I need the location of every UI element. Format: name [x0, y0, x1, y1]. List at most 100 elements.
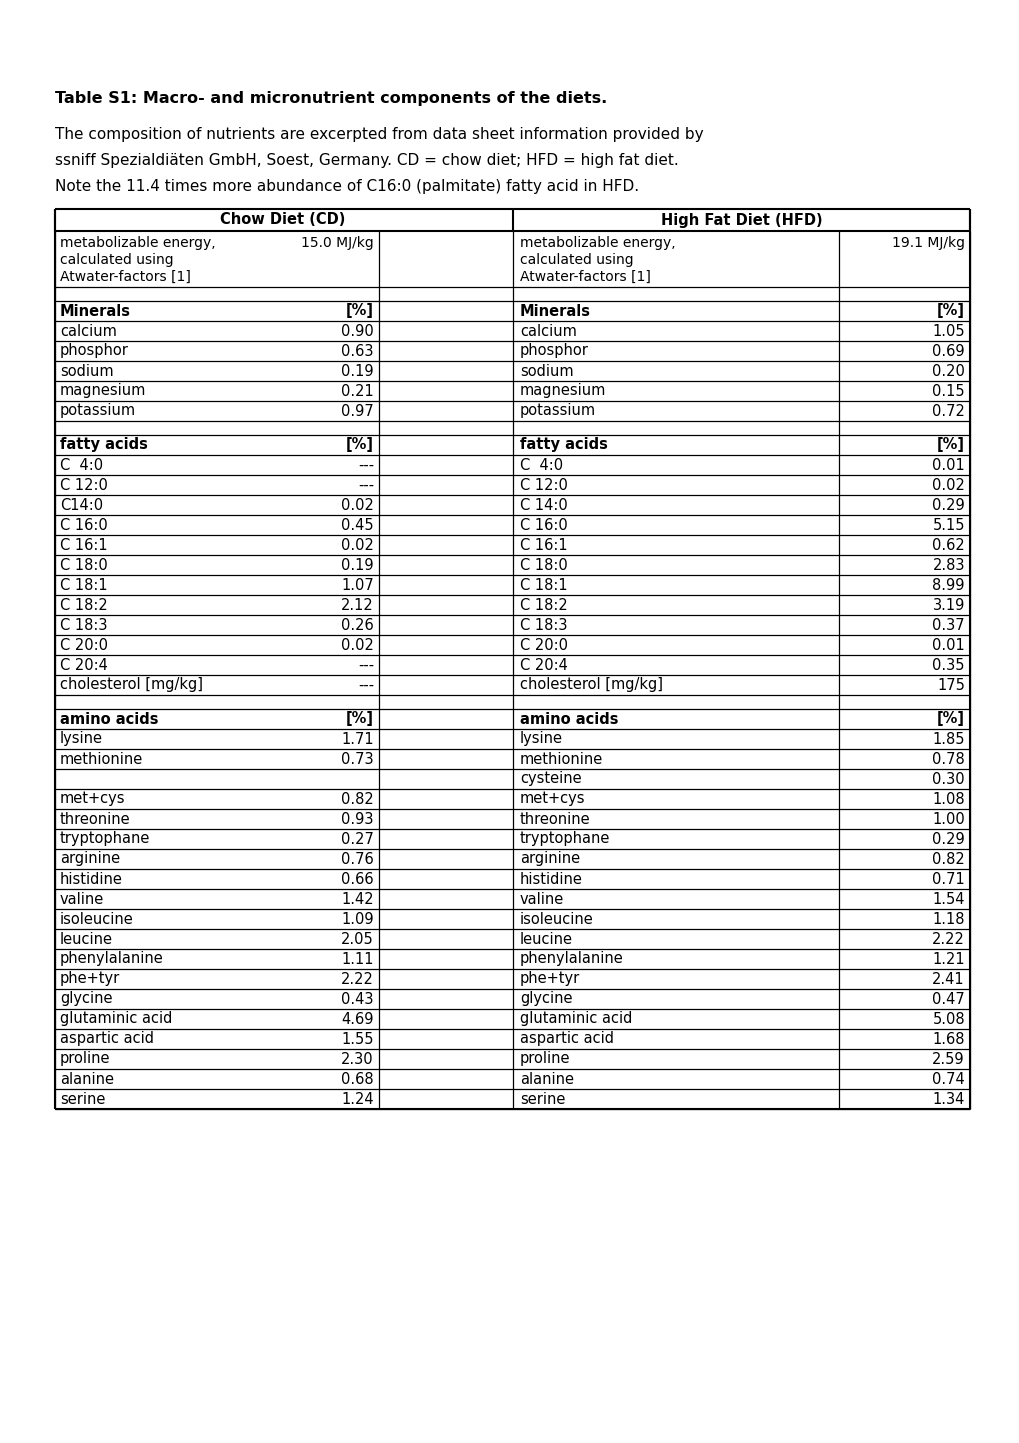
Text: Minerals: Minerals	[60, 303, 130, 319]
Text: Atwater-factors [1]: Atwater-factors [1]	[520, 270, 650, 284]
Text: 0.01: 0.01	[931, 457, 964, 472]
Text: potassium: potassium	[520, 404, 595, 418]
Text: ssniff Spezialdiäten GmbH, Soest, Germany. CD = chow diet; HFD = high fat diet.: ssniff Spezialdiäten GmbH, Soest, German…	[55, 153, 678, 169]
Text: [%]: [%]	[345, 711, 374, 726]
Text: 0.15: 0.15	[931, 384, 964, 398]
Text: 0.29: 0.29	[931, 831, 964, 847]
Text: 0.26: 0.26	[341, 618, 374, 632]
Text: alanine: alanine	[520, 1072, 574, 1087]
Text: 1.18: 1.18	[931, 912, 964, 926]
Text: 19.1 MJ/kg: 19.1 MJ/kg	[892, 237, 964, 250]
Text: 1.05: 1.05	[931, 323, 964, 339]
Text: 1.07: 1.07	[341, 577, 374, 593]
Text: serine: serine	[60, 1091, 105, 1107]
Text: C 18:1: C 18:1	[520, 577, 567, 593]
Text: aspartic acid: aspartic acid	[520, 1032, 613, 1046]
Text: C 18:2: C 18:2	[60, 597, 108, 612]
Text: C 18:0: C 18:0	[60, 557, 108, 573]
Text: cholesterol [mg/kg]: cholesterol [mg/kg]	[520, 678, 662, 693]
Text: met+cys: met+cys	[60, 792, 125, 807]
Text: 0.76: 0.76	[341, 851, 374, 866]
Text: potassium: potassium	[60, 404, 136, 418]
Text: 0.19: 0.19	[341, 557, 374, 573]
Text: Minerals: Minerals	[520, 303, 590, 319]
Text: C 12:0: C 12:0	[520, 478, 568, 492]
Text: 2.22: 2.22	[340, 971, 374, 987]
Text: 8.99: 8.99	[931, 577, 964, 593]
Text: arginine: arginine	[60, 851, 120, 866]
Text: phosphor: phosphor	[520, 343, 588, 358]
Text: Note the 11.4 times more abundance of C16:0 (palmitate) fatty acid in HFD.: Note the 11.4 times more abundance of C1…	[55, 179, 639, 195]
Text: 0.90: 0.90	[341, 323, 374, 339]
Text: proline: proline	[60, 1052, 110, 1066]
Text: threonine: threonine	[520, 811, 590, 827]
Text: 0.21: 0.21	[341, 384, 374, 398]
Text: 0.19: 0.19	[341, 364, 374, 378]
Text: 0.82: 0.82	[931, 851, 964, 866]
Text: 0.63: 0.63	[341, 343, 374, 358]
Text: 0.35: 0.35	[931, 658, 964, 672]
Text: C14:0: C14:0	[60, 498, 103, 512]
Text: The composition of nutrients are excerpted from data sheet information provided : The composition of nutrients are excerpt…	[55, 127, 703, 143]
Text: 0.43: 0.43	[341, 991, 374, 1007]
Text: calculated using: calculated using	[520, 253, 633, 267]
Text: 175: 175	[936, 678, 964, 693]
Text: C 18:3: C 18:3	[520, 618, 567, 632]
Text: methionine: methionine	[60, 752, 143, 766]
Text: 0.02: 0.02	[340, 638, 374, 652]
Text: fatty acids: fatty acids	[60, 437, 148, 453]
Text: C 12:0: C 12:0	[60, 478, 108, 492]
Text: 1.09: 1.09	[341, 912, 374, 926]
Text: C 18:2: C 18:2	[520, 597, 568, 612]
Text: C 20:4: C 20:4	[520, 658, 568, 672]
Text: tryptophane: tryptophane	[520, 831, 609, 847]
Text: valine: valine	[520, 892, 564, 906]
Text: threonine: threonine	[60, 811, 130, 827]
Text: magnesium: magnesium	[60, 384, 147, 398]
Text: met+cys: met+cys	[520, 792, 585, 807]
Text: tryptophane: tryptophane	[60, 831, 150, 847]
Text: 0.69: 0.69	[931, 343, 964, 358]
Text: 1.00: 1.00	[931, 811, 964, 827]
Text: leucine: leucine	[520, 932, 573, 947]
Text: 2.05: 2.05	[341, 932, 374, 947]
Text: alanine: alanine	[60, 1072, 114, 1087]
Text: C 16:0: C 16:0	[520, 518, 568, 532]
Text: metabolizable energy,: metabolizable energy,	[520, 237, 675, 250]
Text: [%]: [%]	[936, 303, 964, 319]
Text: C 20:0: C 20:0	[520, 638, 568, 652]
Text: C 18:0: C 18:0	[520, 557, 568, 573]
Text: 5.15: 5.15	[931, 518, 964, 532]
Text: serine: serine	[520, 1091, 565, 1107]
Text: 0.47: 0.47	[931, 991, 964, 1007]
Text: phe+tyr: phe+tyr	[520, 971, 580, 987]
Text: 1.42: 1.42	[341, 892, 374, 906]
Text: 0.02: 0.02	[340, 537, 374, 553]
Text: 0.02: 0.02	[931, 478, 964, 492]
Text: valine: valine	[60, 892, 104, 906]
Text: 4.69: 4.69	[341, 1012, 374, 1026]
Text: isoleucine: isoleucine	[520, 912, 593, 926]
Text: C 16:1: C 16:1	[60, 537, 108, 553]
Text: 2.83: 2.83	[931, 557, 964, 573]
Text: phe+tyr: phe+tyr	[60, 971, 120, 987]
Text: glycine: glycine	[60, 991, 112, 1007]
Text: 5.08: 5.08	[931, 1012, 964, 1026]
Text: 2.12: 2.12	[341, 597, 374, 612]
Text: lysine: lysine	[520, 732, 562, 746]
Text: 0.68: 0.68	[341, 1072, 374, 1087]
Text: 0.37: 0.37	[931, 618, 964, 632]
Text: lysine: lysine	[60, 732, 103, 746]
Text: C 20:4: C 20:4	[60, 658, 108, 672]
Text: 1.08: 1.08	[931, 792, 964, 807]
Text: sodium: sodium	[60, 364, 113, 378]
Text: [%]: [%]	[936, 711, 964, 726]
Text: 0.02: 0.02	[340, 498, 374, 512]
Text: 1.24: 1.24	[341, 1091, 374, 1107]
Text: C 20:0: C 20:0	[60, 638, 108, 652]
Text: C  4:0: C 4:0	[60, 457, 103, 472]
Text: 2.22: 2.22	[931, 932, 964, 947]
Text: 0.62: 0.62	[931, 537, 964, 553]
Text: 0.97: 0.97	[341, 404, 374, 418]
Text: 0.78: 0.78	[931, 752, 964, 766]
